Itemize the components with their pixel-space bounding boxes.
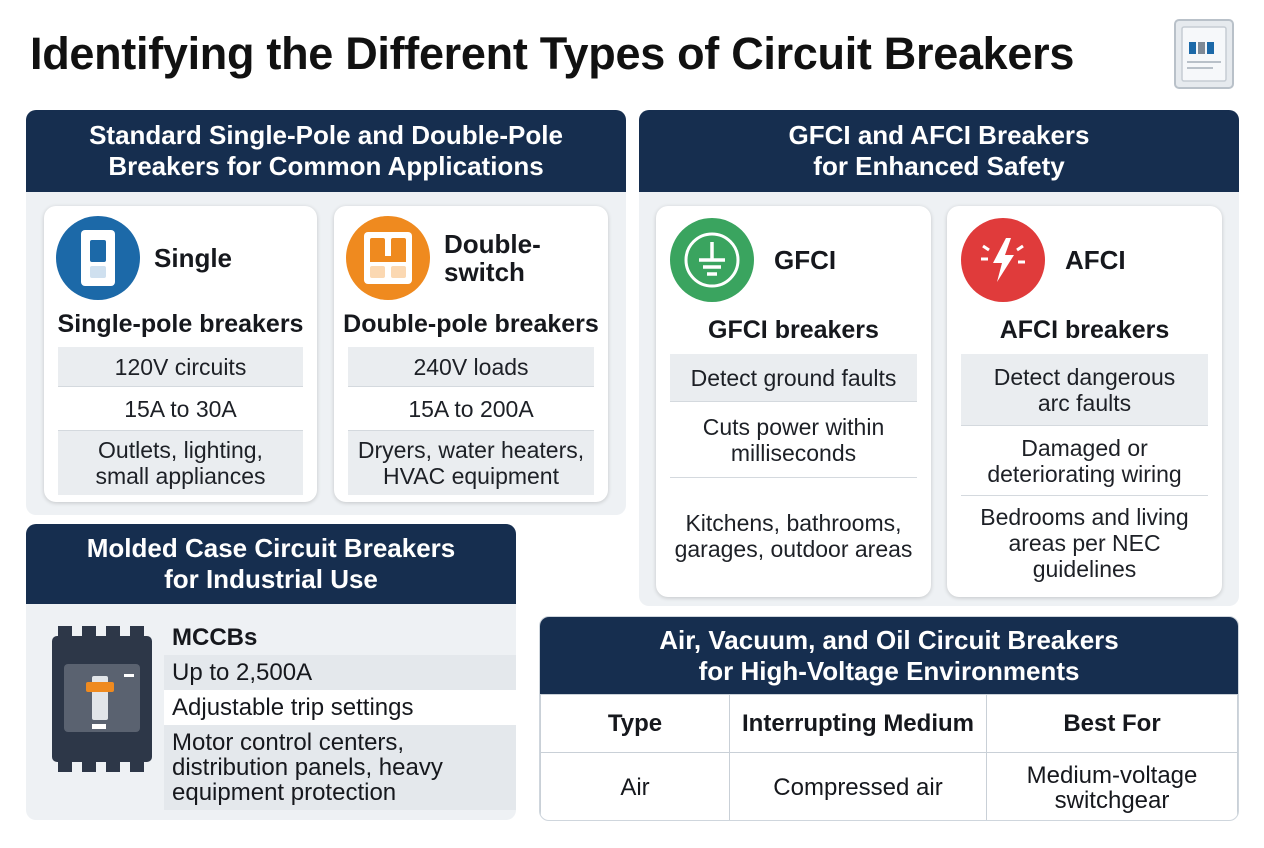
- spec-row: 120V circuits: [58, 347, 303, 387]
- spec-row: Detect ground faults: [670, 354, 917, 402]
- gfci-afci-section: GFCI and AFCI Breakers for Enhanced Safe…: [639, 110, 1239, 606]
- double-switch-icon: [346, 216, 430, 300]
- table-cell: Compressed air: [729, 752, 987, 820]
- section-header: Air, Vacuum, and Oil Circuit Breakers fo…: [540, 617, 1238, 694]
- list-item: Motor control centers, distribution pane…: [164, 725, 516, 810]
- spec-row: Outlets, lighting, small appliances: [58, 431, 303, 495]
- mccb-breaker-image: [52, 626, 152, 772]
- gfci-card: GFCI GFCI breakers Detect ground faults …: [656, 206, 931, 597]
- breaker-panel-icon: [1174, 19, 1234, 89]
- spec-row: 240V loads: [348, 347, 594, 387]
- table-header-row: Type Interrupting Medium Best For: [540, 694, 1238, 753]
- afci-card: AFCI AFCI breakers Detect dangerous arc …: [947, 206, 1222, 597]
- single-switch-icon: [56, 216, 140, 300]
- table-row: Air Compressed air Medium-voltage switch…: [540, 752, 1238, 820]
- mccb-section: Molded Case Circuit Breakers for Industr…: [26, 524, 516, 820]
- card-label: Double- switch: [444, 229, 541, 287]
- arc-fault-icon: [961, 218, 1045, 302]
- table-cell: Medium-voltage switchgear: [986, 752, 1238, 820]
- section-header: Molded Case Circuit Breakers for Industr…: [26, 524, 516, 604]
- card-label: AFCI: [1065, 245, 1126, 275]
- spec-row: Detect dangerous arc faults: [961, 354, 1208, 426]
- card-subtitle: Double-pole breakers: [343, 310, 599, 338]
- spec-row: Bedrooms and living areas per NEC guidel…: [980, 504, 1189, 582]
- spec-row: Dryers, water heaters, HVAC equipment: [348, 431, 594, 495]
- double-pole-card: Double- switch Double-pole breakers 240V…: [334, 206, 608, 502]
- mccb-spec-list: MCCBs Up to 2,500A Adjustable trip setti…: [164, 620, 516, 810]
- spec-row: Damaged or deteriorating wiring: [961, 426, 1208, 496]
- section-header: GFCI and AFCI Breakers for Enhanced Safe…: [639, 110, 1239, 192]
- table-cell: Air: [540, 752, 730, 820]
- mccb-title: MCCBs: [172, 624, 258, 651]
- spec-row: Kitchens, bathrooms, garages, outdoor ar…: [674, 510, 913, 562]
- high-voltage-section: Air, Vacuum, and Oil Circuit Breakers fo…: [539, 616, 1239, 821]
- column-header: Interrupting Medium: [729, 694, 987, 753]
- card-subtitle: GFCI breakers: [708, 316, 879, 344]
- standard-breakers-section: Standard Single-Pole and Double-Pole Bre…: [26, 110, 626, 515]
- list-item: Adjustable trip settings: [164, 690, 516, 725]
- column-header: Type: [540, 694, 730, 753]
- list-item: Up to 2,500A: [164, 655, 516, 690]
- card-label: GFCI: [774, 245, 837, 275]
- page-title: Identifying the Different Types of Circu…: [30, 28, 1075, 79]
- card-subtitle: AFCI breakers: [999, 316, 1170, 344]
- breaker-comparison-table: Type Interrupting Medium Best For Air Co…: [540, 694, 1238, 820]
- section-header: Standard Single-Pole and Double-Pole Bre…: [26, 110, 626, 192]
- spec-row: 15A to 200A: [348, 387, 594, 431]
- column-header: Best For: [986, 694, 1238, 753]
- single-pole-card: Single Single-pole breakers 120V circuit…: [44, 206, 317, 502]
- spec-row: 15A to 30A: [58, 387, 303, 431]
- ground-icon: [670, 218, 754, 302]
- spec-row: Cuts power within milliseconds: [670, 402, 917, 478]
- card-subtitle: Single-pole breakers: [57, 310, 304, 338]
- card-label: Single: [154, 243, 233, 273]
